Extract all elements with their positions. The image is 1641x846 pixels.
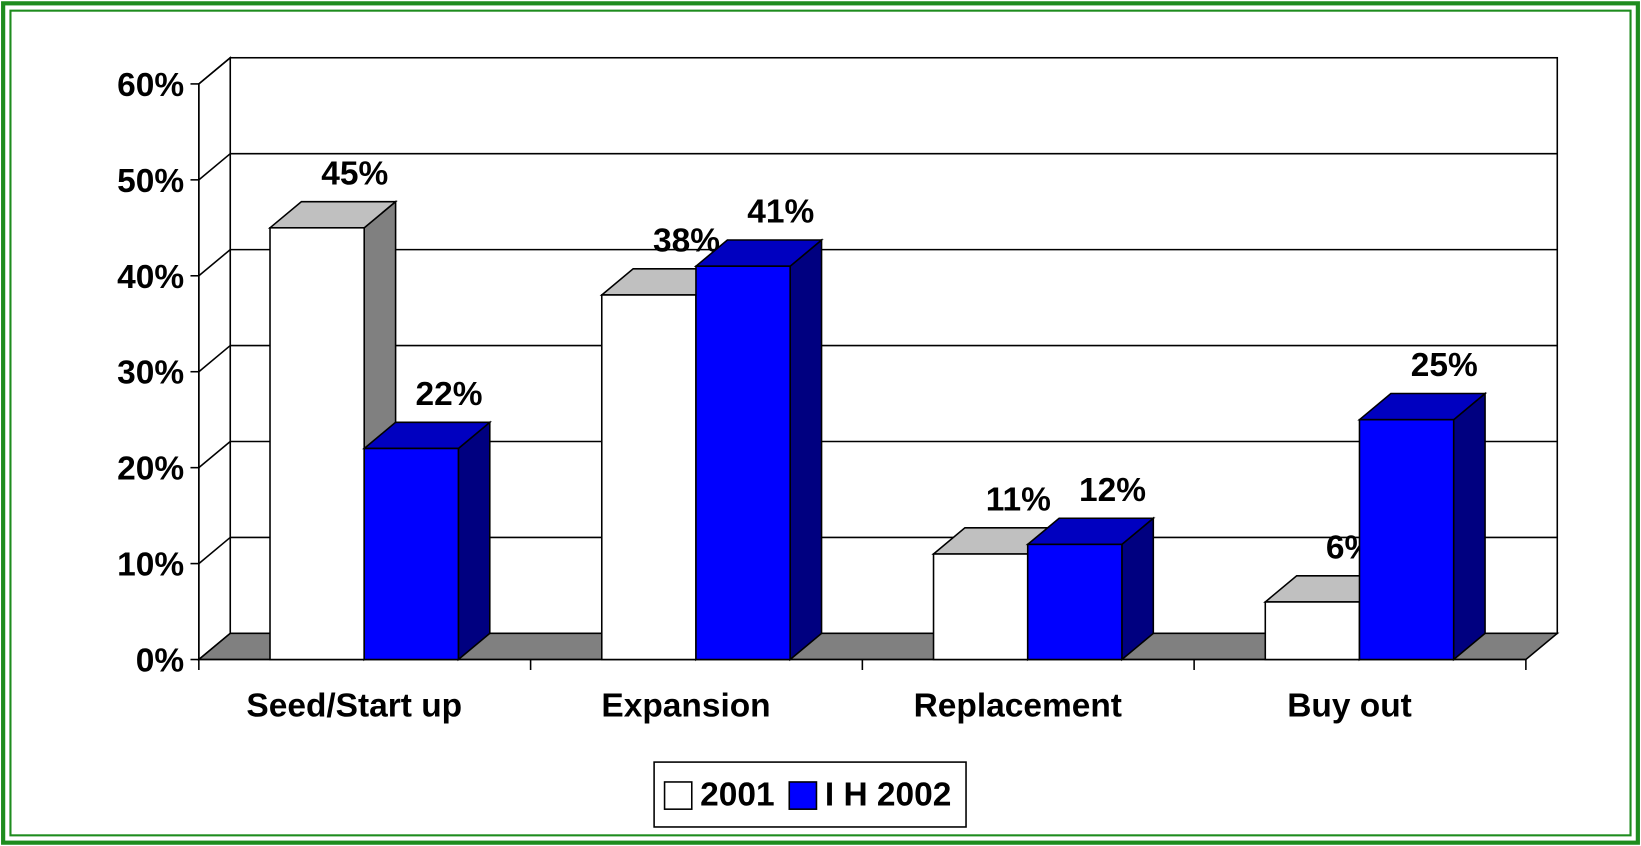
grid-line [198, 249, 231, 277]
y-tick-label: 0% [136, 643, 184, 680]
x-tick-label: Expansion [601, 688, 770, 725]
bar [363, 447, 460, 661]
y-tick-label: 20% [117, 451, 184, 488]
value-label: 25% [1411, 347, 1478, 384]
grid-line [198, 440, 231, 469]
value-label: 41% [747, 194, 814, 231]
bar-side [457, 420, 491, 662]
legend-label: I H 2002 [825, 776, 952, 813]
bar [1358, 418, 1455, 661]
bar-side [1452, 391, 1486, 662]
legend-swatch [788, 781, 818, 810]
legend-label: 2001 [700, 776, 774, 813]
x-tick-label: Replacement [914, 688, 1122, 725]
y-tick-label: 60% [117, 67, 184, 104]
y-tick-label: 40% [117, 259, 184, 296]
x-tick-label: Buy out [1287, 688, 1412, 725]
bar [600, 294, 697, 661]
y-tick-label: 50% [117, 163, 184, 200]
grid-line [198, 344, 231, 373]
grid-line [198, 153, 231, 181]
value-label: 11% [986, 482, 1051, 519]
bar [695, 265, 791, 661]
grid-line [198, 536, 231, 565]
value-label: 22% [415, 376, 482, 413]
bar-side [789, 238, 823, 662]
legend-swatch [663, 781, 693, 810]
y-tick-label: 30% [117, 355, 184, 392]
y-tick-label: 10% [117, 547, 184, 584]
x-tick-label: Seed/Start up [246, 688, 462, 725]
value-label: 45% [321, 155, 388, 192]
bar [932, 553, 1029, 661]
value-label: 12% [1079, 472, 1146, 509]
bar [269, 227, 365, 661]
bar [1264, 601, 1361, 661]
frame-inner [9, 9, 1632, 837]
value-label: 38% [653, 222, 720, 259]
bar [1026, 543, 1123, 661]
grid-line [198, 57, 231, 85]
